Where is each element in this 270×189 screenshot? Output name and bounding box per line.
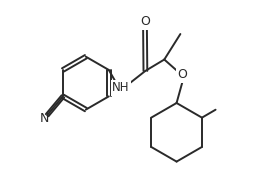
- Text: NH: NH: [112, 81, 130, 94]
- Text: O: O: [177, 68, 187, 81]
- Text: N: N: [40, 112, 49, 125]
- Text: O: O: [140, 15, 150, 28]
